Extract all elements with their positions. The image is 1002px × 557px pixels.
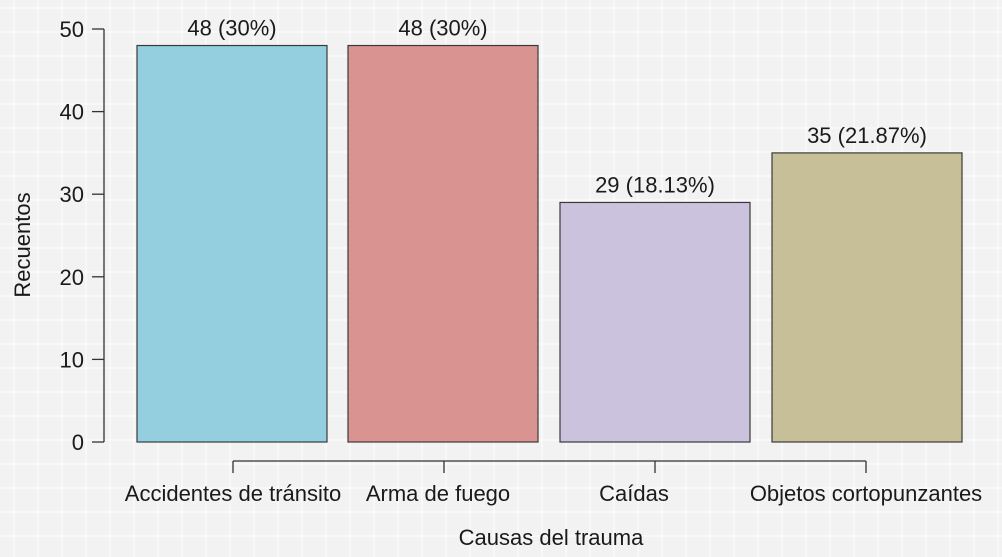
x-axis: Accidentes de tránsito Arma de fuego Caída…: [125, 460, 982, 506]
y-tick-label: 40: [60, 100, 84, 125]
y-tick-label: 50: [60, 17, 84, 42]
bar-1: [136, 44, 328, 443]
x-tick-label: Caídas: [599, 481, 669, 506]
y-tick-label: 20: [60, 265, 84, 290]
data-label-4: 35 (21.87%): [807, 123, 927, 148]
data-labels: 48 (30%) 48 (30%) 29 (18.13%) 35 (21.87%): [187, 16, 927, 198]
y-tick-label: 0: [72, 430, 84, 455]
bar-4: [771, 152, 963, 443]
data-label-1: 48 (30%): [187, 16, 276, 41]
data-label-3: 29 (18.13%): [595, 172, 715, 197]
y-axis-title: Recuentos: [10, 192, 35, 297]
bars: [136, 44, 963, 443]
x-tick-label: Arma de fuego: [366, 481, 510, 506]
y-tick-label: 30: [60, 182, 84, 207]
x-tick-label: Objetos cortopunzantes: [750, 481, 982, 506]
x-axis-title: Causas del trauma: [459, 525, 644, 550]
bar-2: [347, 44, 539, 443]
data-label-2: 48 (30%): [398, 16, 487, 41]
bar-3: [559, 201, 751, 443]
y-axis: 0 10 20 30 40 50: [60, 17, 105, 455]
y-tick-label: 10: [60, 347, 84, 372]
x-tick-label: Accidentes de tránsito: [125, 481, 341, 506]
